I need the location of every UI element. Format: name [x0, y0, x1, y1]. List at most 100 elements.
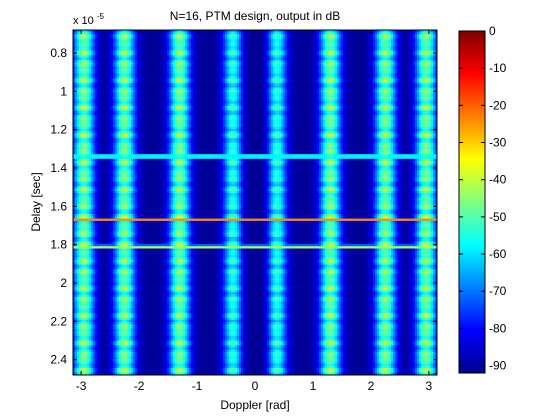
heatmap-cell [93, 110, 96, 114]
heatmap-cell [95, 287, 98, 291]
heatmap-cell [113, 283, 116, 286]
heatmap-cell [129, 138, 132, 141]
heatmap-cell [97, 184, 100, 187]
heatmap-cell [77, 117, 80, 120]
heatmap-cell [79, 278, 82, 281]
heatmap-cell [79, 372, 82, 375]
heatmap-cell [95, 227, 98, 231]
heatmap-cell [89, 142, 92, 146]
heatmap-cell [89, 186, 92, 189]
heatmap-cell [137, 82, 140, 86]
heatmap-cell [129, 133, 132, 137]
heatmap-cell [127, 248, 130, 252]
heatmap-cell [105, 161, 108, 164]
heatmap-cell [73, 193, 76, 196]
heatmap-cell [125, 48, 128, 51]
heatmap-cell [125, 197, 128, 201]
heatmap-cell [135, 338, 138, 341]
heatmap-cell [115, 202, 118, 206]
heatmap-cell [117, 269, 120, 272]
heatmap-cell [115, 110, 118, 114]
heatmap-cell [137, 43, 140, 47]
heatmap-cell [79, 312, 82, 316]
heatmap-cell [137, 50, 140, 54]
heatmap-cell [75, 253, 78, 256]
heatmap-cell [109, 329, 112, 332]
heatmap-cell [75, 306, 78, 309]
heatmap-cell [137, 30, 140, 33]
heatmap-cell [99, 264, 102, 268]
heatmap-cell [91, 96, 94, 100]
heatmap-cell [125, 124, 128, 127]
heatmap-cell [75, 292, 78, 295]
heatmap-cell [119, 285, 122, 288]
heatmap-cell [123, 266, 126, 270]
heatmap-cell [113, 223, 116, 226]
heatmap-cell [75, 78, 78, 81]
heatmap-cell [135, 294, 138, 298]
heatmap-cell [105, 349, 108, 353]
heatmap-cell [109, 255, 112, 258]
heatmap-cell [93, 280, 96, 284]
heatmap-cell [73, 273, 76, 277]
heatmap-cell [109, 115, 112, 118]
heatmap-cell [97, 301, 100, 304]
heatmap-cell [123, 92, 126, 95]
heatmap-cell [107, 349, 110, 353]
heatmap-cell [133, 110, 136, 114]
heatmap-cell [85, 156, 88, 160]
heatmap-cell [115, 126, 118, 130]
heatmap-cell [99, 50, 102, 54]
heatmap-cell [105, 260, 108, 263]
heatmap-cell [75, 232, 78, 235]
heatmap-cell [109, 301, 112, 304]
heatmap-cell [91, 154, 94, 157]
heatmap-cell [119, 186, 122, 189]
heatmap-cell [131, 340, 134, 344]
heatmap-cell [121, 352, 124, 355]
heatmap-cell [81, 289, 84, 293]
heatmap-cell [107, 82, 110, 86]
heatmap-cell [103, 57, 106, 61]
heatmap-cell [87, 257, 90, 261]
heatmap-cell [91, 30, 94, 33]
heatmap-cell [97, 78, 100, 81]
heatmap-cell [73, 62, 76, 65]
heatmap-cell [107, 218, 110, 222]
heatmap-cell [81, 191, 84, 194]
heatmap-cell [101, 69, 104, 72]
heatmap-cell [73, 227, 76, 231]
heatmap-cell [83, 262, 86, 265]
heatmap-cell [111, 303, 114, 307]
heatmap-cell [87, 140, 90, 143]
heatmap-cell [73, 356, 76, 360]
heatmap-cell [101, 204, 104, 208]
heatmap-cell [85, 48, 88, 51]
heatmap-cell [121, 273, 124, 277]
heatmap-cell [113, 358, 116, 362]
heatmap-cell [89, 241, 92, 245]
heatmap-cell [89, 147, 92, 150]
heatmap-cell [91, 57, 94, 61]
heatmap-cell [125, 145, 128, 148]
heatmap-cell [83, 301, 86, 304]
heatmap-cell [101, 117, 104, 120]
heatmap-cell [137, 122, 140, 125]
heatmap-cell [93, 156, 96, 160]
heatmap-cell [125, 181, 128, 185]
heatmap-cell [127, 243, 130, 247]
heatmap-cell [111, 276, 114, 279]
heatmap-cell [109, 168, 112, 171]
heatmap-cell [111, 283, 114, 286]
heatmap-cell [97, 292, 100, 295]
heatmap-cell [129, 237, 132, 240]
heatmap-cell [119, 225, 122, 229]
heatmap-cell [89, 197, 92, 201]
heatmap-cell [131, 285, 134, 288]
heatmap-cell [97, 36, 100, 40]
heatmap-cell [123, 303, 126, 307]
heatmap-cell [73, 103, 76, 107]
heatmap-cell [107, 368, 110, 371]
heatmap-cell [113, 36, 116, 40]
heatmap-cell [125, 30, 128, 33]
